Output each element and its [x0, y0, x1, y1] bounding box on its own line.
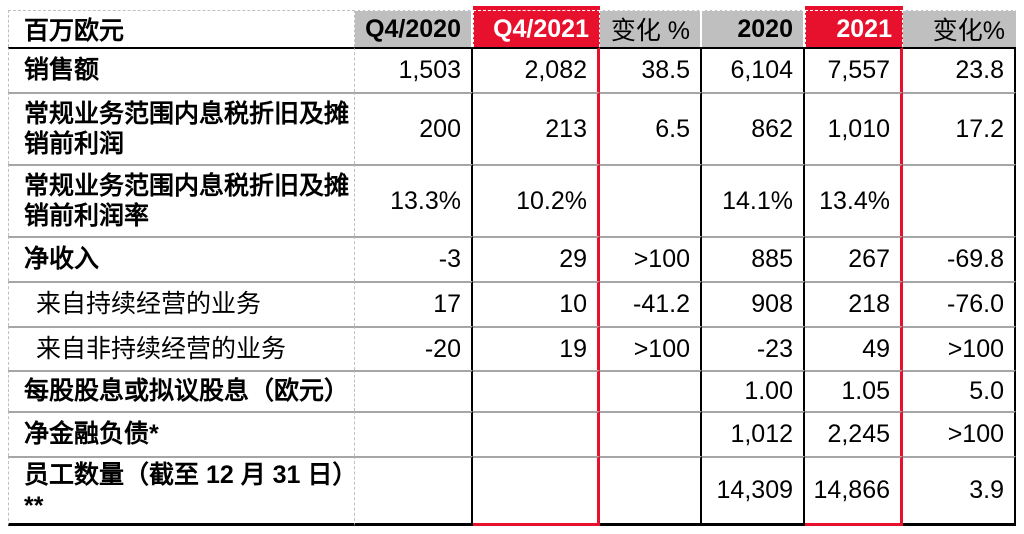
row-ebitda-margin: 常规业务范围内息税折旧及摊销前利润率 13.3% 10.2% 14.1% 13.…: [8, 164, 1016, 236]
cell: [600, 456, 702, 526]
row-label: 来自持续经营的业务: [8, 281, 355, 326]
cell: [355, 411, 473, 456]
row-dividend-per-share: 每股股息或拟议股息（欧元） 1.00 1.05 5.0: [8, 370, 1016, 411]
row-label: 员工数量（截至 12 月 31 日）**: [8, 456, 355, 526]
cell: 17: [355, 281, 473, 326]
cell: 213: [473, 92, 600, 164]
col-header-change-year: 变化%: [903, 10, 1016, 47]
cell: 1.05: [805, 370, 903, 411]
row-ebitda: 常规业务范围内息税折旧及摊销前利润 200 213 6.5 862 1,010 …: [8, 92, 1016, 164]
row-label: 常规业务范围内息税折旧及摊销前利润率: [8, 164, 355, 236]
cell: [600, 164, 702, 236]
row-net-income: 净收入 -3 29 >100 885 267 -69.8: [8, 236, 1016, 281]
col-header-2021: 2021: [805, 10, 903, 47]
cell: 1,010: [805, 92, 903, 164]
cell: 14,866: [805, 456, 903, 526]
row-label: 常规业务范围内息税折旧及摊销前利润: [8, 92, 355, 164]
cell: 200: [355, 92, 473, 164]
cell: >100: [600, 326, 702, 370]
col-header-change-quarter: 变化 %: [600, 10, 702, 47]
cell: 13.4%: [805, 164, 903, 236]
row-label: 净金融负债*: [8, 411, 355, 456]
header-row: 百万欧元 Q4/2020 Q4/2021 变化 % 2020 2021 变化%: [8, 10, 1016, 47]
cell: 2,082: [473, 47, 600, 92]
cell: 49: [805, 326, 903, 370]
cell: [600, 370, 702, 411]
row-continuing-operations: 来自持续经营的业务 17 10 -41.2 908 218 -76.0: [8, 281, 1016, 326]
cell: -69.8: [903, 236, 1016, 281]
cell: [355, 370, 473, 411]
row-discontinued-operations: 来自非持续经营的业务 -20 19 >100 -23 49 >100: [8, 326, 1016, 370]
cell: 908: [702, 281, 805, 326]
cell: [355, 456, 473, 526]
cell: -76.0: [903, 281, 1016, 326]
cell: >100: [903, 411, 1016, 456]
cell: 19: [473, 326, 600, 370]
cell: 14,309: [702, 456, 805, 526]
cell: 6.5: [600, 92, 702, 164]
cell: 2,245: [805, 411, 903, 456]
cell: 218: [805, 281, 903, 326]
row-employees: 员工数量（截至 12 月 31 日）** 14,309 14,866 3.9: [8, 456, 1016, 526]
row-net-financial-debt: 净金融负债* 1,012 2,245 >100: [8, 411, 1016, 456]
cell: 3.9: [903, 456, 1016, 526]
cell: 267: [805, 236, 903, 281]
cell: -23: [702, 326, 805, 370]
cell: [473, 456, 600, 526]
cell: 1.00: [702, 370, 805, 411]
cell: 5.0: [903, 370, 1016, 411]
row-label: 净收入: [8, 236, 355, 281]
cell: 23.8: [903, 47, 1016, 92]
cell: 17.2: [903, 92, 1016, 164]
col-header-q4-2020: Q4/2020: [355, 10, 473, 47]
cell: 10.2%: [473, 164, 600, 236]
cell: [600, 411, 702, 456]
cell: 38.5: [600, 47, 702, 92]
col-header-q4-2021: Q4/2021: [473, 10, 600, 47]
cell: [903, 164, 1016, 236]
cell: [473, 411, 600, 456]
cell: 7,557: [805, 47, 903, 92]
cell: 6,104: [702, 47, 805, 92]
cell: >100: [600, 236, 702, 281]
cell: -20: [355, 326, 473, 370]
cell: 10: [473, 281, 600, 326]
cell: 13.3%: [355, 164, 473, 236]
cell: 862: [702, 92, 805, 164]
cell: 14.1%: [702, 164, 805, 236]
cell: -3: [355, 236, 473, 281]
row-label: 每股股息或拟议股息（欧元）: [8, 370, 355, 411]
cell: 885: [702, 236, 805, 281]
col-header-2020: 2020: [702, 10, 805, 47]
cell: 29: [473, 236, 600, 281]
cell: 1,503: [355, 47, 473, 92]
cell: -41.2: [600, 281, 702, 326]
row-sales: 销售额 1,503 2,082 38.5 6,104 7,557 23.8: [8, 47, 1016, 92]
cell: >100: [903, 326, 1016, 370]
unit-header: 百万欧元: [8, 10, 355, 47]
cell: 1,012: [702, 411, 805, 456]
cell: [473, 370, 600, 411]
financial-results-table: 百万欧元 Q4/2020 Q4/2021 变化 % 2020 2021 变化% …: [8, 10, 1016, 526]
row-label: 销售额: [8, 47, 355, 92]
row-label: 来自非持续经营的业务: [8, 326, 355, 370]
